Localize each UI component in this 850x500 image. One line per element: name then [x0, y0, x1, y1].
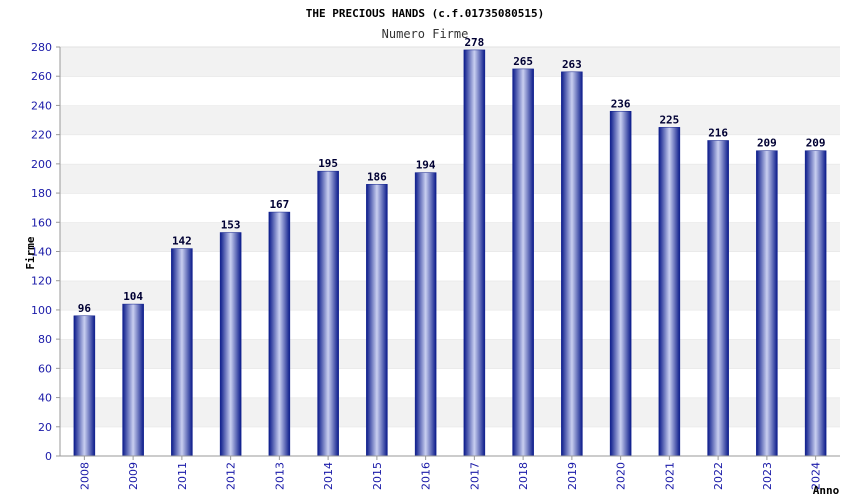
grid-band: [60, 105, 840, 135]
data-label-2013: 167: [269, 198, 289, 211]
x-tick-label-2019: 2019: [566, 462, 579, 490]
bar-2024: [804, 150, 827, 457]
y-tick-label: 260: [31, 70, 52, 83]
bar-2023: [756, 150, 778, 457]
bar-2016: [414, 172, 437, 457]
x-tick-label-2008: 2008: [78, 462, 91, 490]
chart-title: THE PRECIOUS HANDS (c.f.01735080515): [306, 7, 544, 20]
bar-2022: [707, 140, 729, 457]
y-tick-label: 100: [31, 304, 52, 317]
x-tick-label-2018: 2018: [517, 462, 530, 490]
data-label-2017: 278: [464, 36, 484, 49]
data-label-2009: 104: [123, 290, 143, 303]
bar-2012: [219, 232, 242, 457]
y-tick-label: 20: [38, 421, 52, 434]
bars: 96 104 142 153 167 195 186 194 278 265 263 236 225 21…: [73, 36, 827, 457]
data-label-2012: 153: [221, 219, 241, 232]
y-tick-label: 280: [31, 41, 52, 54]
bar-2020: [609, 111, 632, 457]
y-tick-label: 80: [38, 333, 52, 346]
y-tick-label: 0: [45, 450, 52, 463]
x-tick-label-2013: 2013: [273, 462, 286, 490]
data-label-2022: 216: [708, 126, 728, 139]
x-tick-label-2021: 2021: [663, 462, 676, 490]
y-tick-label: 160: [31, 216, 52, 229]
data-label-2020: 236: [611, 97, 631, 110]
x-tick-label-2009: 2009: [127, 462, 140, 490]
x-tick-label-2011: 2011: [176, 462, 189, 490]
chart-subtitle: Numero Firme: [382, 27, 469, 41]
x-tick-label-2024: 2024: [810, 462, 823, 490]
data-label-2016: 194: [416, 159, 436, 172]
bar-2008: [73, 315, 96, 457]
bar-2018: [512, 68, 534, 457]
x-tick-label-2015: 2015: [371, 462, 384, 490]
bar-2015: [366, 184, 388, 457]
y-tick-label: 200: [31, 158, 52, 171]
y-axis-ticks: 0 20 40 60 80 100 120 140 160 180 200 220 240 260 280: [31, 41, 60, 463]
y-tick-label: 240: [31, 99, 52, 112]
data-label-2014: 195: [318, 157, 338, 170]
data-label-2019: 263: [562, 58, 582, 71]
grid-band: [60, 47, 840, 77]
bar-2019: [561, 71, 583, 457]
data-label-2018: 265: [513, 55, 533, 68]
bar-2011: [171, 248, 193, 457]
x-tick-label-2014: 2014: [322, 462, 335, 490]
y-tick-label: 140: [31, 246, 52, 259]
x-axis-ticks: 2008 2009 2011 2012 2013 2014 2015 2016 2017 2018…: [78, 456, 823, 490]
x-tick-label-2016: 2016: [420, 462, 433, 490]
y-axis-label: Firme: [24, 236, 37, 269]
x-axis-label: Anno: [813, 484, 840, 497]
data-label-2024: 209: [806, 137, 826, 150]
y-tick-label: 180: [31, 187, 52, 200]
grid-band: [60, 76, 840, 106]
data-label-2011: 142: [172, 235, 192, 248]
bar-2014: [317, 170, 339, 457]
x-tick-label-2022: 2022: [712, 462, 725, 490]
data-label-2008: 96: [78, 302, 92, 315]
y-tick-label: 60: [38, 362, 52, 375]
x-tick-label-2023: 2023: [761, 462, 774, 490]
x-tick-label-2012: 2012: [225, 462, 238, 490]
data-label-2021: 225: [659, 113, 679, 126]
bar-2013: [268, 211, 291, 457]
y-tick-label: 40: [38, 392, 52, 405]
bar-2017: [463, 49, 486, 457]
y-tick-label: 220: [31, 129, 52, 142]
x-tick-label-2020: 2020: [615, 462, 628, 490]
y-tick-label: 120: [31, 275, 52, 288]
bar-2009: [122, 303, 144, 457]
data-label-2023: 209: [757, 137, 777, 150]
bar-2021: [658, 127, 681, 457]
data-label-2015: 186: [367, 170, 387, 183]
x-tick-label-2017: 2017: [468, 462, 481, 490]
